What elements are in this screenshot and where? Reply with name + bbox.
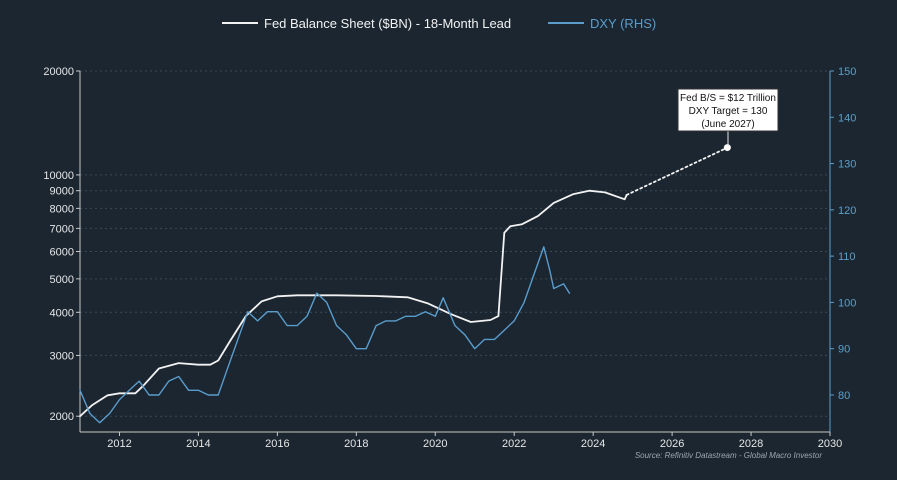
y-left-tick-3000: 3000 <box>50 350 74 362</box>
annotation-box <box>677 88 779 132</box>
y-left-tick-8000: 8000 <box>50 203 74 215</box>
legend-label-dxy: DXY (RHS) <box>590 16 656 31</box>
y-right-tick-110: 110 <box>838 251 856 263</box>
legend: Fed Balance Sheet ($BN) - 18-Month Lead … <box>222 16 656 31</box>
y-right-tick-130: 130 <box>838 159 856 171</box>
x-tick-2012: 2012 <box>107 438 131 450</box>
legend-label-fed: Fed Balance Sheet ($BN) - 18-Month Lead <box>264 16 511 31</box>
x-tick-2016: 2016 <box>265 438 289 450</box>
annotation: Fed B/S = $12 Trillion DXY Target = 130 … <box>677 88 779 146</box>
x-tick-2020: 2020 <box>423 438 447 450</box>
y-right-tick-140: 140 <box>838 112 856 124</box>
y-left-tick-6000: 6000 <box>50 247 74 259</box>
source-note: Source: Refinitiv Datastream - Global Ma… <box>635 451 823 460</box>
y-right-tick-80: 80 <box>838 390 850 402</box>
x-tick-2024: 2024 <box>581 438 605 450</box>
x-tick-2030: 2030 <box>818 438 842 450</box>
y-left-tick-2000: 2000 <box>50 411 74 423</box>
y-left-tick-5000: 5000 <box>50 274 74 286</box>
x-tick-2026: 2026 <box>660 438 684 450</box>
projection-end-point <box>723 144 731 152</box>
y-left-tick-7000: 7000 <box>50 223 74 235</box>
series-line-fed <box>79 189 628 418</box>
annotation-line-1: Fed B/S = $12 Trillion <box>680 93 776 104</box>
y-right-tick-90: 90 <box>838 344 850 356</box>
grid <box>80 70 830 417</box>
annotation-line-2: DXY Target = 130 <box>689 106 768 117</box>
y-right-tick-120: 120 <box>838 205 856 217</box>
y-left-tick-20000: 20000 <box>43 66 74 78</box>
annotation-line-3: (June 2027) <box>701 119 754 130</box>
y-left-tick-10000: 10000 <box>43 170 74 182</box>
x-tick-2028: 2028 <box>739 438 763 450</box>
axes: 2000 3000 4000 5000 6000 7000 8000 9000 10000 200… <box>43 66 856 450</box>
x-tick-2022: 2022 <box>502 438 526 450</box>
x-tick-2018: 2018 <box>344 438 368 450</box>
y-left-tick-4000: 4000 <box>50 307 74 319</box>
y-left-tick-9000: 9000 <box>50 186 74 198</box>
y-right-tick-100: 100 <box>838 297 856 309</box>
x-tick-2014: 2014 <box>186 438 210 450</box>
y-right-tick-150: 150 <box>838 66 856 78</box>
series-line-dxy <box>79 246 571 424</box>
series <box>79 144 731 424</box>
series-line-fed-projection <box>625 146 729 196</box>
